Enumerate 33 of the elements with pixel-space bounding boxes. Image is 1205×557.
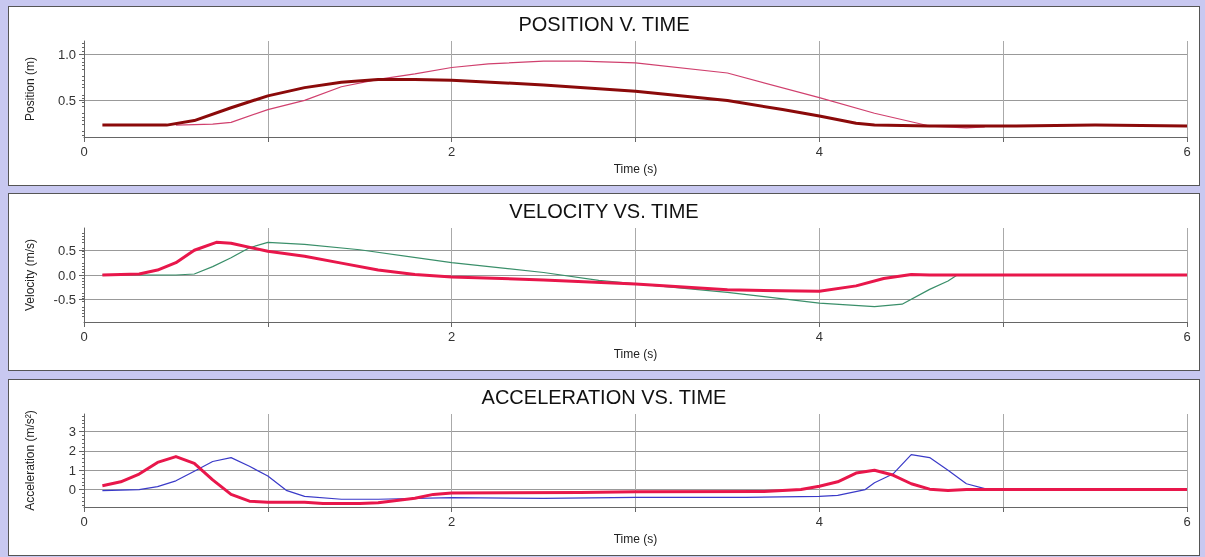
y-tick-label: 0.0	[57, 267, 76, 283]
y-tick-label: 0.5	[57, 92, 76, 108]
x-tick-label: 6	[1183, 514, 1191, 529]
x-tick-label: 0	[80, 514, 88, 529]
x-axis-title: Time (s)	[613, 162, 658, 176]
y-axis-title: Position (m)	[23, 56, 37, 122]
x-tick-label: 2	[448, 144, 456, 159]
x-axis-title: Time (s)	[613, 347, 658, 361]
x-tick-label: 2	[448, 514, 456, 529]
y-tick-label: 0.5	[57, 242, 76, 258]
y-tick-label: 1.0	[57, 47, 76, 63]
x-tick-label: 0	[80, 329, 88, 344]
x-tick-label: 6	[1183, 329, 1191, 344]
y-tick-label: 1	[68, 462, 76, 478]
x-tick-label: 0	[80, 144, 88, 159]
line-series	[100, 455, 1189, 506]
chart-title: POSITION V. TIME	[518, 13, 690, 35]
y-tick-label: -0.5	[53, 292, 76, 308]
y-tick-label: 0	[68, 482, 76, 498]
line-series	[100, 77, 1189, 128]
y-tick-label: 2	[68, 443, 76, 459]
x-tick-label: 6	[1183, 144, 1191, 159]
x-tick-label: 4	[815, 329, 823, 344]
y-axis-title: Acceleration (m/s²)	[23, 410, 37, 511]
chart-title: VELOCITY VS. TIME	[509, 200, 699, 222]
y-tick-label: 3	[68, 423, 76, 439]
line-series	[100, 240, 1189, 293]
x-axis-title: Time (s)	[613, 532, 658, 546]
x-tick-label: 4	[815, 144, 823, 159]
chart-title: ACCELERATION VS. TIME	[481, 386, 727, 408]
x-tick-label: 4	[815, 514, 823, 529]
y-axis-title: Velocity (m/s)	[23, 238, 37, 312]
x-tick-label: 2	[448, 329, 456, 344]
